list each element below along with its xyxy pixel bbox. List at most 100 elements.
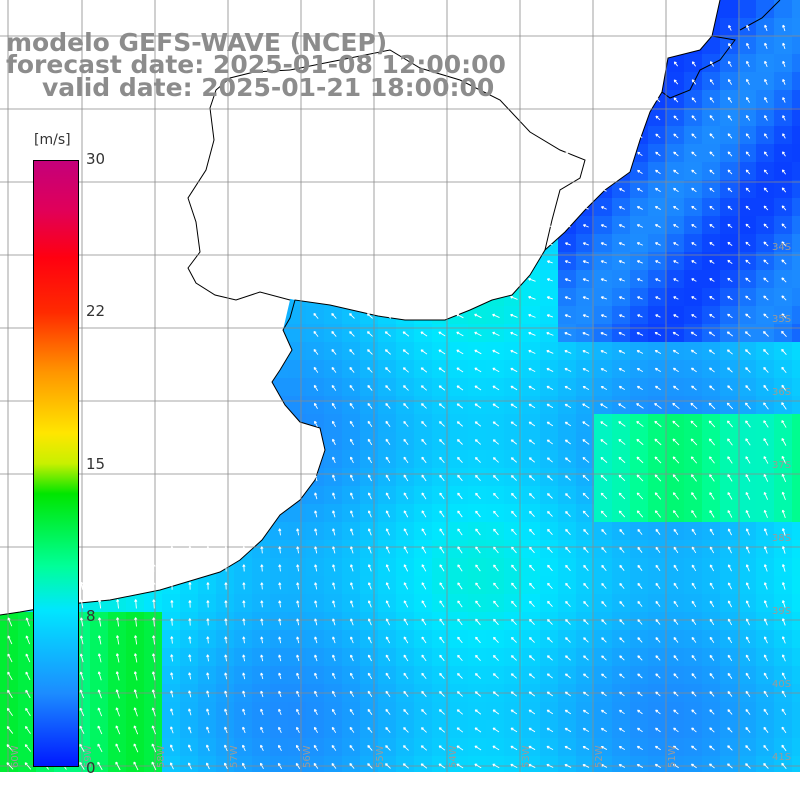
wind-arrow xyxy=(367,510,372,518)
wind-arrow xyxy=(133,707,138,717)
wind-speed-cell xyxy=(324,576,343,595)
wind-arrow xyxy=(618,763,626,768)
wind-arrow xyxy=(727,618,733,626)
wind-arrow xyxy=(673,224,679,228)
wind-arrow xyxy=(151,671,156,681)
wind-arrow xyxy=(528,637,535,643)
wind-arrow xyxy=(745,151,751,157)
wind-arrow xyxy=(763,600,768,608)
wind-speed-cell xyxy=(720,0,739,19)
wind-arrow xyxy=(456,691,463,697)
wind-arrow xyxy=(764,115,768,121)
wind-arrow xyxy=(673,709,679,715)
wind-arrow xyxy=(727,582,732,590)
wind-arrow xyxy=(709,61,714,67)
wind-arrow xyxy=(565,619,571,625)
wind-arrow xyxy=(600,403,608,409)
wind-arrow xyxy=(565,170,571,174)
wind-arrow xyxy=(781,420,787,428)
wind-arrow xyxy=(97,689,102,699)
wind-arrow xyxy=(332,474,336,482)
wind-speed-cell xyxy=(792,648,800,667)
wind-speed-cell xyxy=(144,666,163,685)
wind-arrow xyxy=(655,133,661,139)
wind-arrow xyxy=(492,313,500,318)
wind-arrow xyxy=(242,636,246,644)
wind-arrow xyxy=(242,582,246,590)
wind-arrow xyxy=(547,97,553,103)
valid-date: valid date: 2025-01-21 18:00:00 xyxy=(42,73,495,102)
wind-arrow xyxy=(762,331,769,337)
wind-arrow xyxy=(332,420,336,428)
wind-speed-cell xyxy=(252,576,271,595)
wind-arrow xyxy=(457,618,463,626)
wind-arrow xyxy=(781,169,786,175)
wind-arrow xyxy=(367,402,373,409)
wind-arrow xyxy=(781,546,786,554)
wind-arrow xyxy=(278,672,282,680)
wind-arrow xyxy=(98,581,102,590)
wind-arrow xyxy=(637,151,643,157)
wind-arrow xyxy=(781,762,787,770)
wind-arrow xyxy=(673,278,679,282)
wind-arrow xyxy=(745,295,751,301)
wind-speed-cell xyxy=(324,630,343,649)
wind-arrow xyxy=(421,438,427,445)
wind-arrow xyxy=(763,402,769,410)
wind-arrow xyxy=(331,708,336,715)
wind-arrow xyxy=(115,635,120,645)
latitude-label: 40S xyxy=(772,679,791,690)
wind-arrow xyxy=(727,654,733,662)
wind-arrow xyxy=(224,654,228,662)
wind-speed-cell xyxy=(234,630,253,649)
wind-arrow xyxy=(745,582,750,590)
wind-arrow xyxy=(170,618,174,626)
wind-arrow xyxy=(79,725,85,735)
wind-speed-cell xyxy=(792,594,800,613)
wind-arrow xyxy=(296,636,300,644)
wind-arrow xyxy=(492,367,500,373)
wind-arrow xyxy=(727,745,733,751)
wind-arrow xyxy=(583,600,589,607)
wind-speed-cell xyxy=(270,648,289,667)
wind-arrow xyxy=(636,745,643,751)
wind-speed-cell xyxy=(90,612,109,631)
wind-arrow xyxy=(709,636,715,644)
wind-arrow xyxy=(546,260,553,264)
wind-arrow xyxy=(745,420,751,428)
wind-arrow xyxy=(547,242,553,246)
wind-speed-cell xyxy=(792,720,800,739)
wind-arrow xyxy=(332,654,336,662)
wind-arrow xyxy=(332,636,336,644)
longitude-label: 55W xyxy=(375,745,386,768)
wind-speed-cell xyxy=(792,702,800,721)
wind-arrow xyxy=(421,528,427,536)
wind-arrow xyxy=(421,510,427,518)
wind-speed-cell xyxy=(198,612,217,631)
wind-arrow xyxy=(781,187,787,193)
wind-arrow xyxy=(367,672,373,680)
wind-arrow xyxy=(116,617,120,627)
wind-arrow xyxy=(655,61,661,67)
wind-arrow xyxy=(781,528,786,536)
wind-arrow xyxy=(727,600,732,608)
wind-speed-cell xyxy=(792,180,800,199)
wind-arrow xyxy=(492,763,500,769)
wind-arrow xyxy=(546,745,554,751)
wind-arrow xyxy=(403,492,409,500)
wind-arrow xyxy=(637,79,643,85)
wind-arrow xyxy=(349,331,355,337)
wind-arrow xyxy=(492,385,500,391)
wind-arrow xyxy=(673,618,679,625)
wind-arrow xyxy=(7,653,13,663)
wind-arrow xyxy=(152,581,156,590)
wind-arrow xyxy=(583,619,589,625)
wind-speed-cell xyxy=(162,702,181,721)
wind-arrow xyxy=(349,763,355,769)
wind-arrow xyxy=(745,96,750,103)
wind-arrow xyxy=(655,115,661,121)
wind-arrow xyxy=(565,133,571,138)
wind-arrow xyxy=(313,330,319,337)
wind-speed-cell xyxy=(252,666,271,685)
wind-arrow xyxy=(385,654,391,662)
